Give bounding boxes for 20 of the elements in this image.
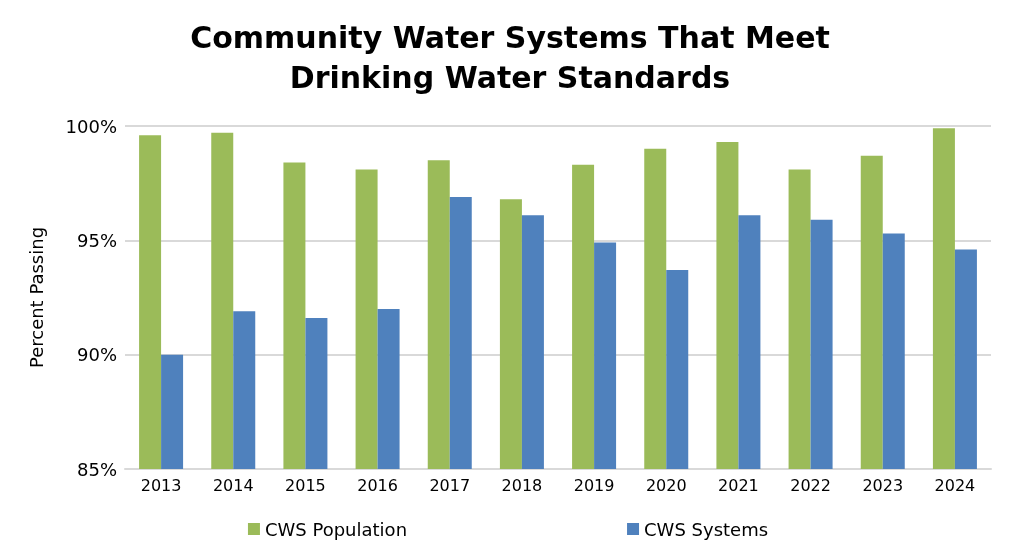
x-tick-label: 2015 <box>285 475 326 495</box>
y-tick-label: 100% <box>65 115 117 137</box>
x-tick-label: 2024 <box>934 475 976 495</box>
x-tick-label: 2022 <box>790 475 831 495</box>
legend-label: CWS Systems <box>644 518 769 540</box>
chart-title: Community Water Systems That Meet Drinking Water Standards <box>190 19 830 95</box>
y-tick-label: 95% <box>76 229 117 251</box>
x-tick-label: 2013 <box>140 475 182 495</box>
x-tick-label: 2019 <box>573 475 615 495</box>
legend-label: CWS Population <box>264 518 408 540</box>
x-tick-label: 2018 <box>501 475 543 495</box>
x-tick-label: 2017 <box>429 475 471 495</box>
y-tick-label: 90% <box>76 344 117 366</box>
x-tick-label: 2021 <box>718 475 759 495</box>
x-tick-label: 2016 <box>357 475 398 495</box>
x-tick-label: 2014 <box>212 475 254 495</box>
x-tick-label: 2020 <box>645 475 687 495</box>
x-tick-label: 2023 <box>862 475 904 495</box>
y-axis-title: Percent Passing <box>25 226 47 369</box>
y-tick-label: 85% <box>76 458 117 480</box>
